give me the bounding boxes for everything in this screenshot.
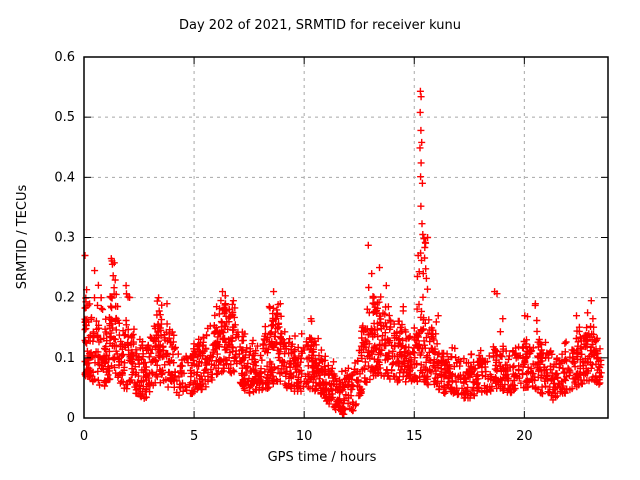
y-tick-label: 0.1 [54,351,75,366]
y-tick-label: 0.3 [54,231,75,246]
scatter-marker-path [81,87,605,418]
x-axis-title: GPS time / hours [268,450,377,465]
chart-title: Day 202 of 2021, SRMTID for receiver kun… [179,18,461,33]
axis-tick-labels: 0 5 10 15 20 0 0.1 0.2 0.3 0.4 0.5 0.6 [54,50,532,444]
y-tick-label: 0 [67,411,75,426]
y-axis-title: SRMTID / TECUs [15,185,30,290]
scatter-points [81,87,605,418]
y-tick-label: 0.2 [54,291,75,306]
grid-lines [84,57,608,418]
y-tick-label: 0.6 [54,50,75,65]
y-tick-label: 0.4 [54,170,75,185]
x-tick-label: 20 [516,429,533,444]
x-tick-label: 15 [406,429,423,444]
x-tick-label: 10 [296,429,313,444]
y-tick-label: 0.5 [54,110,75,125]
x-tick-label: 0 [80,429,88,444]
x-tick-label: 5 [190,429,198,444]
plot-border [83,56,609,419]
